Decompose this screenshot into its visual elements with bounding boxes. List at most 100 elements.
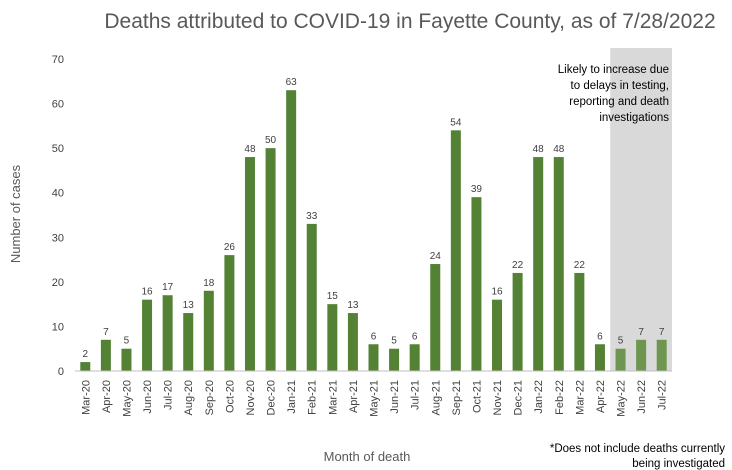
x-tick-label: Sep-20 — [204, 380, 216, 415]
highlight-note-line: reporting and death — [569, 96, 669, 108]
bar — [347, 313, 358, 371]
bar — [142, 299, 153, 371]
y-tick-label: 70 — [52, 54, 64, 66]
data-label: 13 — [183, 300, 195, 311]
bar — [615, 348, 626, 371]
bar — [574, 272, 585, 371]
data-label: 22 — [512, 260, 524, 271]
highlight-note-line: investigations — [599, 112, 669, 124]
bar — [306, 223, 317, 371]
x-tick-label: Mar-21 — [327, 380, 339, 415]
bar — [533, 157, 544, 371]
data-label: 13 — [347, 300, 359, 311]
x-tick-label: Jul-21 — [410, 380, 422, 410]
data-label: 17 — [162, 282, 174, 293]
data-label: 54 — [450, 117, 462, 128]
bar — [636, 339, 647, 371]
x-tick-label: May-20 — [121, 380, 133, 417]
x-tick-label: Jun-21 — [389, 380, 401, 414]
x-tick-label: Apr-21 — [348, 380, 360, 413]
bar — [512, 272, 523, 371]
x-tick-label: Jan-21 — [286, 380, 298, 414]
data-label: 48 — [533, 144, 545, 155]
data-label: 7 — [659, 327, 665, 338]
x-tick-label: Mar-22 — [574, 380, 586, 415]
bar — [183, 313, 194, 371]
footnote-line: being investigated — [632, 458, 725, 470]
highlight-note-line: to delays in testing, — [571, 80, 669, 92]
y-tick-label: 0 — [58, 366, 64, 378]
x-tick-label: Dec-21 — [513, 380, 525, 415]
data-labels-group: 2 7 5 16 17 13 18 26 48 50 63 33 15 13 6 5 6 24 54 39 16 22 48… — [83, 77, 665, 360]
x-tick-label: Jun-20 — [142, 380, 154, 414]
y-tick-label: 30 — [52, 232, 64, 244]
data-label: 48 — [553, 144, 565, 155]
bar — [409, 344, 420, 371]
bar — [389, 348, 400, 371]
data-label: 39 — [471, 184, 483, 195]
bar — [286, 90, 297, 371]
data-label: 48 — [244, 144, 256, 155]
data-label: 50 — [265, 135, 277, 146]
x-tick-label: Nov-20 — [245, 380, 257, 415]
bar — [430, 264, 441, 371]
data-label: 16 — [491, 287, 503, 298]
bar — [244, 157, 255, 371]
data-label: 33 — [306, 211, 318, 222]
y-tick-label: 40 — [52, 188, 64, 200]
y-tick-label: 10 — [52, 321, 64, 333]
highlight-shade — [610, 48, 672, 371]
bar — [203, 290, 214, 371]
data-label: 18 — [203, 278, 215, 289]
x-tick-label: May-21 — [369, 380, 381, 417]
x-tick-label: Oct-20 — [224, 380, 236, 413]
bar — [450, 130, 461, 371]
data-label: 7 — [638, 327, 644, 338]
y-tick-label: 60 — [52, 99, 64, 111]
data-label: 24 — [430, 251, 442, 262]
bar — [492, 299, 503, 371]
data-label: 7 — [103, 327, 109, 338]
x-tick-label: Jan-22 — [533, 380, 545, 414]
data-label: 22 — [574, 260, 586, 271]
data-label: 6 — [597, 331, 603, 342]
x-tick-label: Oct-21 — [471, 380, 483, 413]
y-tick-label: 20 — [52, 277, 64, 289]
bar — [224, 255, 235, 371]
x-tick-label: May-22 — [616, 380, 628, 417]
bar — [265, 148, 276, 371]
bar — [121, 348, 132, 371]
bar — [553, 157, 564, 371]
bar — [471, 197, 482, 371]
x-tick-label: Nov-21 — [492, 380, 504, 415]
x-tick-label: Jul-20 — [163, 380, 175, 410]
data-label: 15 — [327, 291, 339, 302]
data-label: 6 — [371, 331, 377, 342]
y-ticks-group: 0 10 20 30 40 50 60 70 — [52, 54, 64, 378]
y-tick-label: 50 — [52, 143, 64, 155]
x-tick-label: Feb-21 — [307, 380, 319, 415]
x-axis-title: Month of death — [324, 449, 411, 464]
highlight-note-line: Likely to increase due — [558, 64, 669, 76]
x-tick-label: Mar-20 — [80, 380, 92, 415]
x-tick-label: Jun-22 — [636, 380, 648, 414]
data-label: 5 — [618, 336, 624, 347]
bar — [368, 344, 379, 371]
bar — [100, 339, 111, 371]
bar — [656, 339, 667, 371]
data-label: 16 — [141, 287, 153, 298]
data-label: 5 — [391, 336, 397, 347]
bars-group — [80, 90, 667, 371]
x-tick-label: Apr-20 — [101, 380, 113, 413]
x-tick-label: Aug-21 — [430, 380, 442, 415]
highlight-note: Likely to increase due to delays in test… — [558, 64, 669, 124]
data-label: 6 — [412, 331, 418, 342]
bar — [162, 295, 173, 371]
data-label: 26 — [224, 242, 236, 253]
x-tick-label: Dec-20 — [266, 380, 278, 415]
data-label: 5 — [124, 336, 130, 347]
x-tick-label: Jul-22 — [657, 380, 669, 410]
bar — [327, 304, 338, 371]
